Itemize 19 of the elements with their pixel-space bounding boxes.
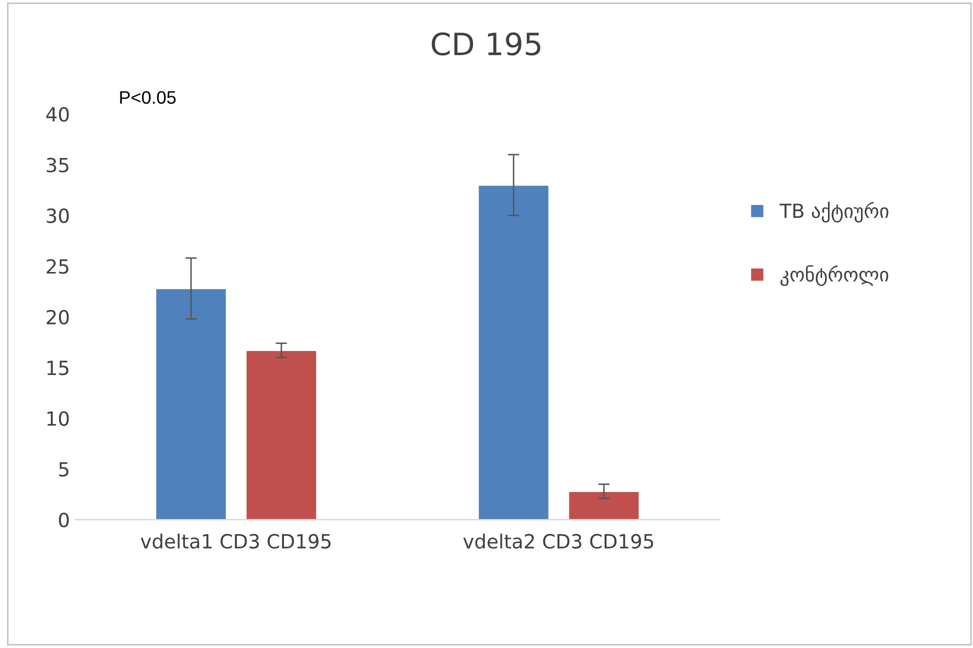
bar	[568, 490, 640, 520]
y-tick-label: 30	[46, 208, 69, 224]
chart-title: CD 195	[432, 32, 540, 56]
y-tick-label: 10	[47, 411, 69, 426]
legend-label: TB აქტიური	[780, 202, 888, 222]
y-tick-label: 20	[46, 310, 69, 325]
bar	[245, 350, 318, 520]
y-tick-label: 0	[58, 512, 69, 528]
y-tick-label: 15	[47, 360, 68, 376]
legend-label: კონტროლი	[780, 265, 888, 286]
y-tick-label: 40	[46, 107, 69, 122]
bar	[154, 288, 228, 520]
bar	[477, 184, 550, 520]
x-tick-label: vdelta2 CD3 CD195	[463, 534, 654, 549]
y-tick-label: 25	[46, 259, 68, 274]
y-tick-label: 5	[59, 462, 68, 477]
x-tick-label: vdelta1 CD3 CD195	[140, 534, 331, 549]
text: P<0.05	[120, 91, 176, 104]
y-tick-label: 35	[46, 158, 68, 172]
